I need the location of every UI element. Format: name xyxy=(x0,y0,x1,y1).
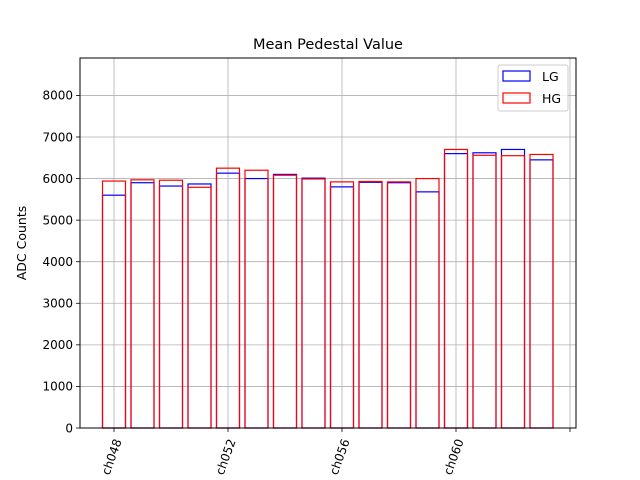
bar-hg-ch050 xyxy=(158,179,184,429)
y-tick-label: 1000 xyxy=(42,380,73,394)
legend: LG HG xyxy=(497,64,569,112)
y-tick-label: 8000 xyxy=(42,89,73,103)
y-axis: 0 1000 2000 3000 4000 5000 6000 7000 8000 xyxy=(42,89,80,435)
bar-hg-ch058 xyxy=(386,181,412,429)
bar-lg-ch058 xyxy=(386,182,412,429)
y-tick-label: 6000 xyxy=(42,172,73,186)
bar-hg-ch062 xyxy=(500,155,526,429)
bar-hg-ch053 xyxy=(244,169,269,429)
legend-swatch-lg xyxy=(502,70,531,82)
x-tick-label: ch056 xyxy=(327,437,353,477)
bar-hg-ch051 xyxy=(187,186,212,429)
chart-title: Mean Pedestal Value xyxy=(253,37,403,53)
grid-lines xyxy=(80,58,576,428)
bar-lg-ch063 xyxy=(529,159,554,429)
legend-label-hg: HG xyxy=(542,91,561,106)
bar-hg-ch063 xyxy=(529,153,554,429)
plot-frame xyxy=(79,57,577,429)
x-axis: ch048 ch052 ch056 ch060 xyxy=(99,428,571,477)
x-tick-label: ch048 xyxy=(99,437,125,477)
y-tick-label: 3000 xyxy=(42,297,73,311)
bar-hg-ch049 xyxy=(130,179,155,429)
y-tick-label: 5000 xyxy=(42,213,73,227)
x-tick-label: ch060 xyxy=(441,437,467,477)
x-tick-label: ch052 xyxy=(213,437,239,477)
y-tick-label: 0 xyxy=(65,421,73,435)
bar-hg-ch057 xyxy=(358,180,383,429)
bar-lg-ch054 xyxy=(272,173,298,429)
bar-lg-ch049 xyxy=(130,182,155,429)
bar-lg-ch051 xyxy=(187,183,212,429)
legend-box xyxy=(497,64,569,112)
bar-lg-ch059 xyxy=(415,191,440,429)
legend-label-lg: LG xyxy=(542,69,559,84)
legend-swatch-hg xyxy=(502,92,531,104)
y-tick-label: 4000 xyxy=(42,255,73,269)
bar-lg-ch057 xyxy=(358,181,383,429)
bar-lg-ch050 xyxy=(158,185,184,429)
bar-hg-ch054 xyxy=(272,174,298,429)
y-tick-label: 2000 xyxy=(42,338,73,352)
y-axis-label: ADC Counts xyxy=(14,206,29,281)
bar-hg-ch061 xyxy=(472,154,497,429)
y-tick-label: 7000 xyxy=(42,130,73,144)
